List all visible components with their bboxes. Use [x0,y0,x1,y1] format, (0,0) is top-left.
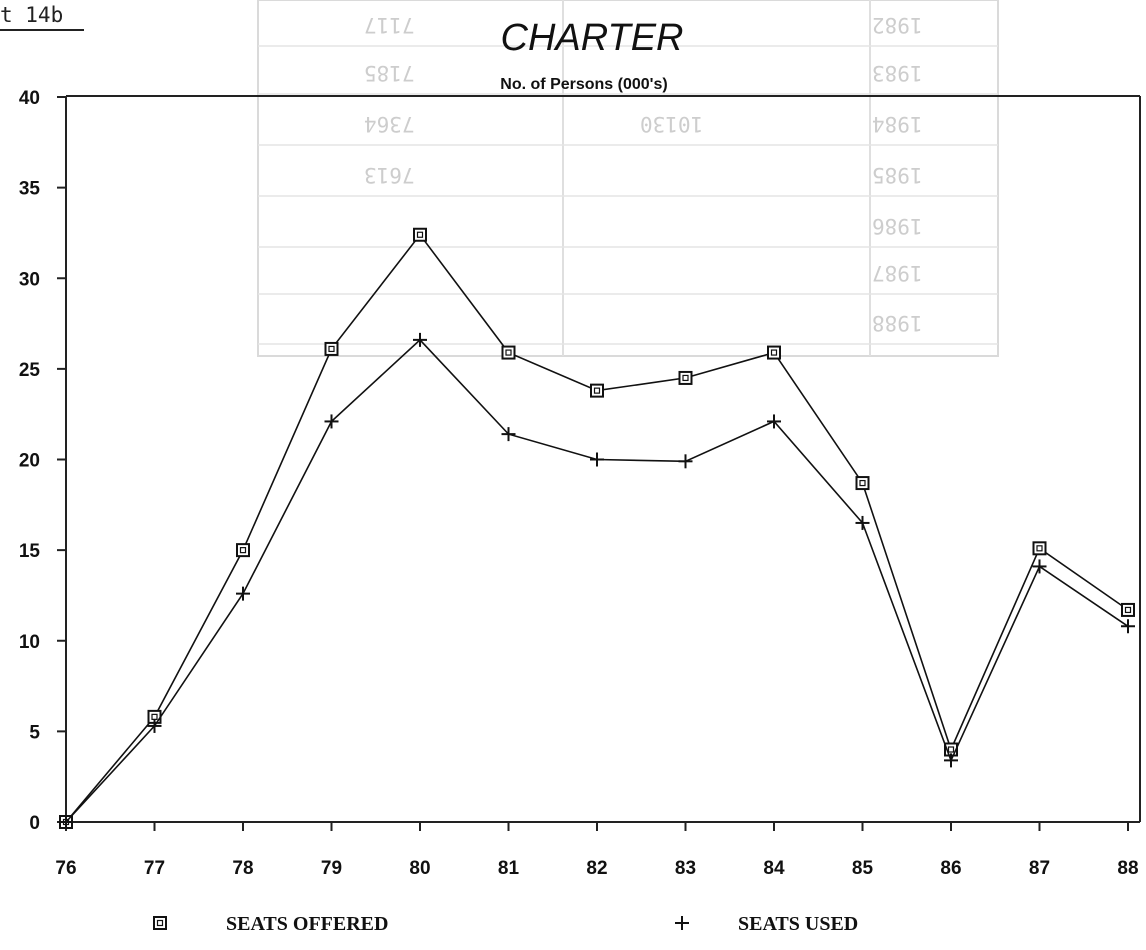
bg-table-value: 7117 [364,13,415,37]
series-line-seats-offered [65,233,1129,823]
background-table: 1982 7117 1983 7185 1984 10130 7364 1985 7613 198… [257,0,999,357]
y-tick-label: 25 [19,360,41,381]
data-point-seats-offered [413,227,427,242]
x-tick-label: 85 [852,858,874,879]
bg-table-year: 1983 [872,61,923,85]
data-point-seats-offered [501,345,516,360]
bg-table-value: 7613 [364,163,415,187]
y-tick-label: 0 [29,813,40,834]
data-point-seats-used [855,515,870,530]
data-point-seats-used [413,332,427,347]
bg-table-value: 10130 [640,112,703,136]
legend-marker-seats-offered [153,916,167,930]
data-point-seats-offered [855,476,870,491]
bg-table-year: 1986 [872,214,923,238]
y-tick-label: 30 [19,269,40,290]
data-point-seats-used [147,718,162,733]
data-point-seats-used [236,586,250,601]
x-tick-label: 86 [940,858,961,879]
chart-subtitle: No. of Persons (000's) [500,76,667,93]
axis-ticks: 0 5 10 15 20 25 30 35 40 76 77 78 79 80 81 82 83 84 85 86 87… [19,88,1139,879]
legend-label-seats-offered: SEATS OFFERED [226,913,388,935]
chart-title: CHARTER [501,17,684,59]
data-point-seats-offered [590,383,604,398]
legend: SEATS OFFERED SEATS USED [153,913,858,935]
x-tick-label: 83 [675,858,696,879]
data-point-seats-offered [1032,541,1047,556]
data-point-seats-offered-inner [505,349,512,356]
y-tick-label: 5 [29,722,40,743]
x-tick-label: 82 [586,858,607,879]
x-tick-label: 84 [763,858,785,879]
data-point-seats-offered [767,345,781,360]
data-point-seats-offered-inner [593,387,601,394]
data-point-seats-used [59,815,73,829]
legend-marker-seats-offered-inner [156,919,164,927]
data-point-seats-offered [678,370,693,385]
data-point-seats-used [1121,619,1135,634]
y-tick-label: 20 [19,451,40,472]
bg-table-value: 7364 [364,112,415,136]
data-point-seats-offered [324,341,339,356]
data-point-seats-offered [1121,602,1135,617]
x-tick-label: 80 [409,858,430,879]
bg-table-year: 1987 [872,261,923,285]
data-point-seats-used [501,427,516,442]
y-tick-label: 15 [19,541,41,562]
data-point-seats-offered-inner [328,345,335,353]
data-point-seats-used [944,753,958,768]
x-tick-label: 81 [498,858,520,879]
bg-table-year: 1984 [872,112,923,136]
data-point-seats-offered-inner [859,479,866,487]
data-point-seats-used [590,452,604,467]
data-point-seats-offered-inner [1036,545,1043,552]
legend-label-seats-used: SEATS USED [738,913,858,935]
data-point-seats-offered-inner [770,349,778,356]
series-layer [59,227,1135,829]
data-point-seats-offered-inner [682,374,689,382]
x-tick-label: 77 [144,858,165,879]
x-tick-label: 88 [1117,858,1138,879]
x-tick-label: 76 [55,858,76,879]
bg-table-value: 7185 [364,61,415,85]
data-point-seats-offered-inner [1124,606,1132,614]
x-tick-label: 79 [321,858,342,879]
data-point-seats-offered-inner [416,231,424,238]
y-tick-label: 35 [19,179,41,200]
bg-table-year: 1982 [872,13,923,37]
series-line-seats-used [65,338,1129,823]
data-point-seats-offered-inner [947,746,955,753]
data-point-seats-offered-inner [239,547,247,554]
legend-marker-seats-used [675,916,689,930]
data-point-seats-offered [236,543,250,558]
data-point-seats-used [324,414,339,429]
data-point-seats-used [767,414,781,429]
data-point-seats-used [1032,559,1047,574]
data-point-seats-used [678,454,693,469]
x-tick-label: 87 [1029,858,1050,879]
bg-table-year: 1988 [872,311,923,335]
corner-label: t 14b [0,3,63,27]
x-tick-label: 78 [232,858,253,879]
y-tick-label: 40 [19,88,40,109]
bg-table-year: 1985 [872,163,923,187]
y-tick-label: 10 [19,632,40,653]
